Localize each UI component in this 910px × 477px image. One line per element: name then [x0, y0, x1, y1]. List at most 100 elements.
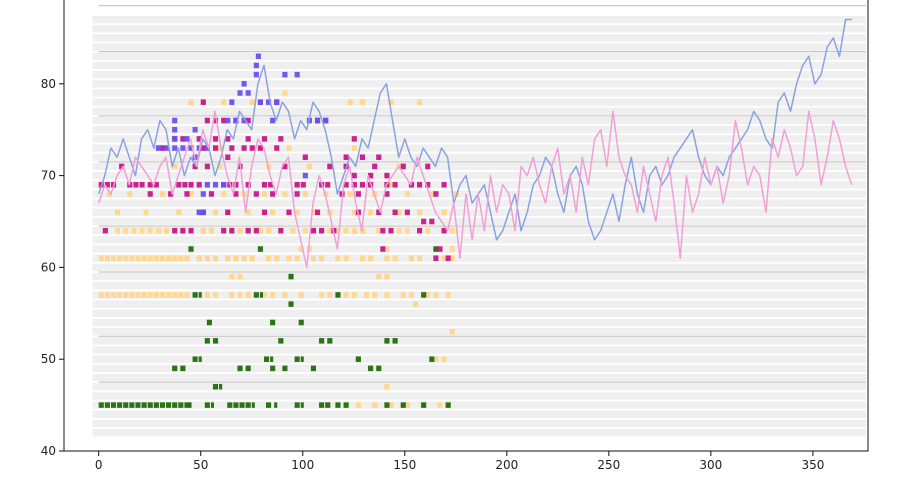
note-series-2 — [253, 227, 259, 234]
note-series-0 — [172, 163, 178, 170]
stripe-62 — [92, 245, 866, 253]
note-series-3 — [204, 145, 210, 151]
note-series-3 — [237, 90, 243, 96]
note-series-1 — [239, 402, 245, 408]
note-series-0 — [212, 209, 219, 216]
note-series-0 — [141, 292, 147, 298]
note-series-2 — [388, 227, 394, 234]
note-series-1 — [184, 402, 190, 408]
note-series-0 — [131, 227, 137, 234]
note-series-0 — [178, 255, 184, 261]
note-series-1 — [319, 402, 325, 408]
note-series-0 — [98, 255, 104, 261]
note-series-3 — [274, 99, 280, 105]
note-series-0 — [245, 209, 251, 216]
note-series-2 — [184, 191, 190, 197]
note-series-2 — [204, 163, 210, 170]
note-series-0 — [355, 402, 361, 408]
note-series-1 — [172, 365, 178, 372]
note-series-2 — [229, 227, 235, 234]
note-series-0 — [155, 227, 161, 234]
note-series-2 — [433, 191, 439, 197]
note-series-0 — [400, 292, 406, 298]
note-series-2 — [359, 154, 366, 160]
note-series-1 — [227, 402, 233, 408]
note-series-2 — [212, 117, 219, 124]
note-series-2 — [300, 182, 306, 188]
note-series-2 — [139, 182, 145, 188]
note-series-0 — [266, 255, 272, 261]
x-tick-label: 150 — [393, 458, 416, 472]
note-series-2 — [310, 227, 317, 234]
note-series-1 — [288, 273, 294, 280]
note-series-2 — [192, 163, 198, 170]
note-series-2 — [233, 182, 239, 188]
note-series-1 — [147, 402, 153, 408]
stripe-42 — [92, 428, 866, 437]
note-series-1 — [159, 402, 166, 408]
stripe-49 — [92, 364, 866, 373]
note-series-0 — [188, 191, 194, 197]
pitch-curves — [97, 18, 853, 269]
note-series-0 — [139, 227, 145, 234]
note-series-2 — [196, 182, 202, 188]
note-series-0 — [310, 209, 317, 216]
note-series-0 — [237, 292, 243, 298]
note-series-1 — [104, 402, 110, 408]
note-series-3 — [200, 191, 206, 197]
stripe-68 — [92, 190, 866, 198]
note-series-2 — [200, 99, 206, 105]
note-series-1 — [204, 338, 210, 344]
note-series-2 — [351, 172, 357, 179]
note-series-2 — [245, 117, 251, 124]
note-series-2 — [225, 136, 231, 142]
note-series-2 — [392, 209, 398, 216]
note-series-1 — [376, 365, 382, 372]
note-series-0 — [184, 255, 190, 261]
x-tick-label: 300 — [699, 458, 722, 472]
note-series-2 — [278, 136, 284, 142]
note-series-2 — [188, 227, 194, 234]
stripe-77 — [92, 107, 866, 116]
stripe-71 — [92, 162, 866, 171]
note-series-2 — [421, 218, 427, 225]
note-series-2 — [204, 117, 210, 124]
note-series-0 — [110, 292, 117, 298]
note-series-0 — [110, 255, 117, 261]
note-series-0 — [188, 99, 194, 105]
note-series-0 — [335, 255, 341, 261]
note-series-0 — [388, 402, 394, 408]
note-series-3 — [270, 117, 276, 124]
note-series-2 — [314, 209, 321, 216]
note-series-0 — [445, 292, 451, 298]
note-series-1 — [198, 292, 202, 298]
note-series-3 — [184, 136, 190, 142]
note-series-2 — [196, 136, 202, 142]
note-series-2 — [376, 209, 382, 216]
stripe-57 — [92, 291, 866, 299]
note-series-0 — [217, 145, 223, 151]
note-series-2 — [400, 163, 406, 170]
note-series-2 — [384, 172, 390, 179]
note-series-2 — [380, 227, 386, 234]
note-series-1 — [319, 338, 325, 344]
stripe-59 — [92, 272, 866, 281]
note-series-0 — [257, 227, 263, 234]
note-series-0 — [123, 292, 129, 298]
note-series-1 — [429, 356, 435, 362]
note-series-2 — [180, 227, 186, 234]
note-series-1 — [288, 301, 294, 307]
note-series-2 — [257, 145, 263, 151]
note-series-2 — [417, 227, 423, 234]
note-series-0 — [237, 273, 243, 280]
note-series-1 — [433, 246, 439, 252]
stripe-65 — [92, 217, 866, 226]
plot-frame — [63, 0, 869, 452]
note-series-0 — [147, 255, 153, 261]
note-series-0 — [286, 145, 292, 151]
background-stripes — [92, 15, 866, 437]
stripe-64 — [92, 227, 866, 235]
note-series-2 — [268, 182, 274, 188]
note-series-0 — [104, 255, 110, 261]
